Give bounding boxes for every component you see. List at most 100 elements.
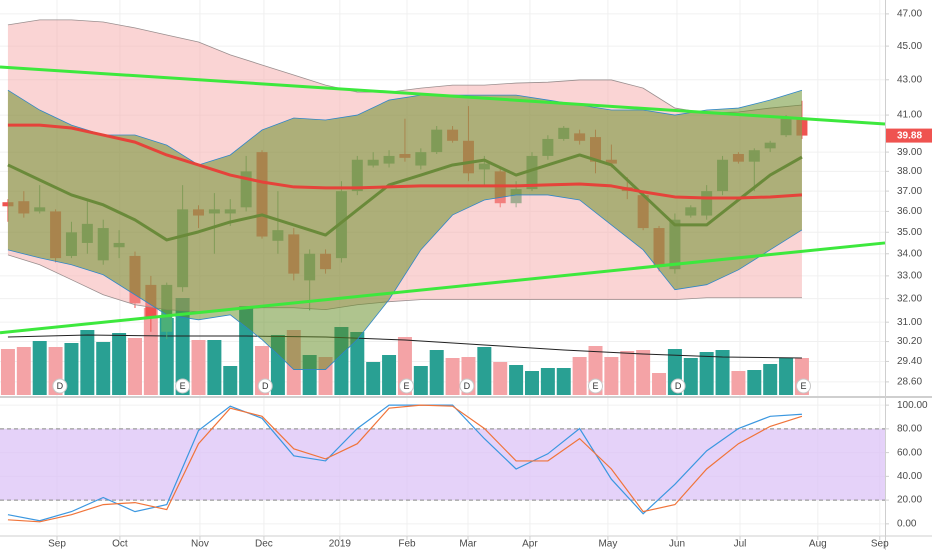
volume-bar — [636, 350, 651, 395]
y-tick-label: 43.00 — [897, 74, 922, 85]
y-tick-label: 45.00 — [897, 41, 922, 52]
y-tick-label: 33.00 — [897, 271, 922, 282]
volume-bar — [413, 366, 428, 395]
volume-bar — [604, 357, 619, 395]
overlay-line — [7, 123, 803, 200]
event-label: D — [464, 381, 471, 391]
y-tick-label: 30.20 — [897, 336, 922, 347]
volume-bar — [540, 368, 555, 395]
volume-bar — [143, 308, 158, 395]
y-tick-label: 31.00 — [897, 317, 922, 328]
y-tick-label: 39.00 — [897, 147, 922, 158]
band-lower-line — [7, 194, 803, 370]
volume-bar — [493, 362, 508, 395]
volume-bar — [32, 341, 47, 395]
event-label: D — [262, 381, 269, 391]
overlay-line — [0, 65, 886, 126]
x-tick-label: Dec — [255, 539, 273, 550]
band-lower-line — [7, 254, 802, 313]
y-tick-label: 47.00 — [897, 9, 922, 20]
band-upper-line — [7, 89, 803, 166]
event-marker — [257, 378, 273, 394]
event-marker — [399, 378, 415, 394]
x-tick-label: Aug — [809, 539, 827, 550]
volume-bar — [382, 355, 397, 395]
y-tick-label: 34.00 — [897, 248, 922, 259]
volume-bar — [429, 350, 444, 395]
volume-bar — [699, 352, 714, 395]
oscillator-line — [7, 404, 802, 522]
volume-bar — [64, 343, 79, 395]
volume-bar — [477, 347, 492, 395]
y-tick-label: 32.00 — [897, 293, 922, 304]
y-tick-label: 40.00 — [897, 471, 922, 482]
volume-bar — [620, 351, 635, 395]
volume-bar — [509, 365, 524, 395]
y-tick-label: 29.40 — [897, 356, 922, 367]
x-tick-label: Sep — [871, 539, 889, 550]
x-tick-label: Feb — [398, 539, 416, 550]
y-tick-label: 100.00 — [897, 400, 928, 411]
band-fill — [7, 90, 802, 370]
last-price-label: 39.88 — [897, 131, 922, 142]
x-tick-label: Jun — [669, 539, 685, 550]
y-tick-label: 0.00 — [897, 518, 917, 529]
event-marker — [670, 378, 686, 394]
x-tick-label: Mar — [459, 539, 477, 550]
volume-bar — [80, 330, 95, 395]
last-price-badge — [886, 128, 932, 143]
volume-bar — [96, 342, 111, 395]
x-tick-label: 2019 — [329, 539, 352, 550]
oscillator-line — [7, 404, 803, 523]
volume-bar — [715, 350, 730, 395]
event-label: E — [180, 381, 186, 391]
x-tick-label: Sep — [48, 539, 66, 550]
volume-bar — [191, 340, 206, 395]
event-label: E — [801, 381, 807, 391]
band-upper-line — [7, 19, 802, 114]
event-label: E — [592, 381, 598, 391]
event-label: D — [57, 381, 64, 391]
volume-bar — [779, 358, 794, 395]
y-tick-label: 38.00 — [897, 166, 922, 177]
volume-bar — [16, 347, 31, 395]
volume-bar — [683, 358, 698, 395]
event-marker — [52, 378, 68, 394]
y-tick-label: 80.00 — [897, 424, 922, 435]
volume-bar — [572, 357, 587, 395]
event-label: D — [675, 381, 682, 391]
x-tick-label: May — [598, 539, 617, 550]
y-tick-label: 35.00 — [897, 227, 922, 238]
volume-bar — [112, 333, 127, 395]
axis-panel — [885, 0, 932, 550]
y-tick-label: 41.00 — [897, 110, 922, 121]
y-tick-label: 20.00 — [897, 495, 922, 506]
volume-bar — [0, 349, 15, 395]
event-marker — [588, 378, 604, 394]
volume-bar — [350, 332, 365, 395]
volume-bar — [207, 340, 222, 395]
x-tick-label: Jul — [734, 539, 747, 550]
volume-bar — [731, 371, 746, 395]
overlay-line — [7, 153, 803, 242]
x-tick-label: Nov — [191, 539, 209, 550]
volume-bar — [747, 370, 762, 395]
event-marker — [175, 378, 191, 394]
volume-bar — [175, 298, 190, 395]
volume-bar — [445, 358, 460, 395]
volume-bar — [127, 338, 142, 395]
volume-bar — [763, 364, 778, 395]
y-tick-label: 28.60 — [897, 377, 922, 388]
volume-bar — [223, 366, 238, 395]
overlay-line — [0, 241, 886, 335]
volume-bar — [366, 362, 381, 395]
zone — [0, 428, 885, 501]
volume-bar — [556, 368, 571, 395]
event-marker — [796, 378, 812, 394]
volume-bar — [159, 318, 174, 395]
event-marker — [459, 378, 475, 394]
y-tick-label: 37.00 — [897, 186, 922, 197]
volume-bar — [524, 371, 539, 395]
event-label: E — [404, 381, 410, 391]
